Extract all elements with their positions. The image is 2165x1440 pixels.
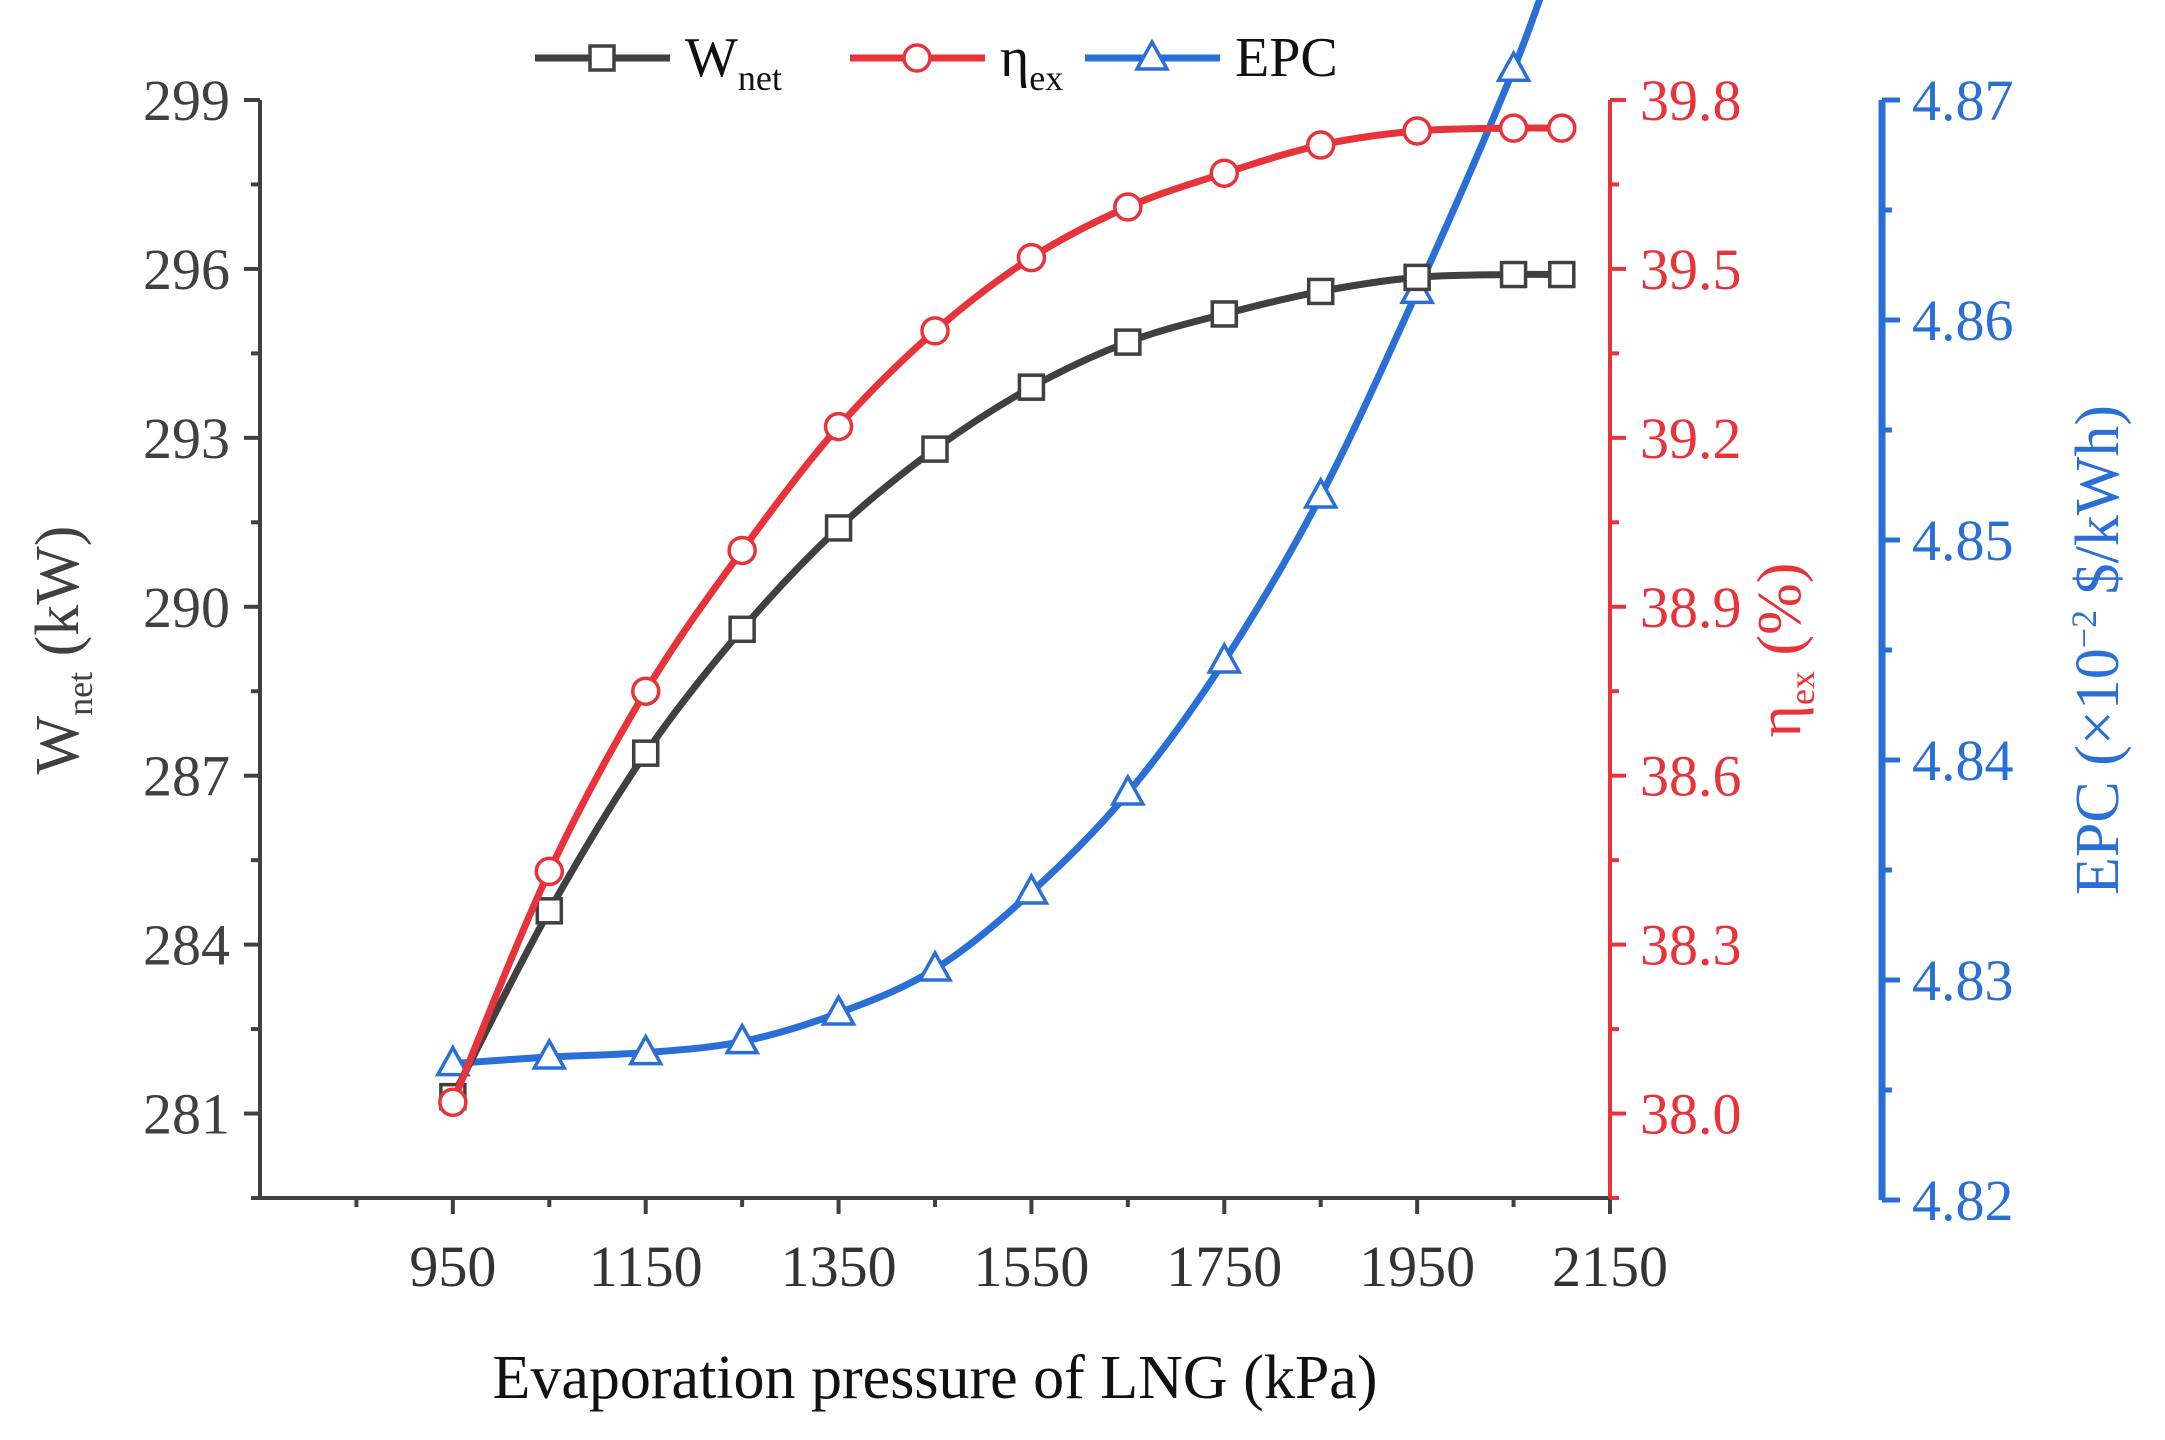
data-point — [438, 1087, 468, 1118]
data-point — [1498, 113, 1529, 143]
legend-item: EPC — [1085, 27, 1338, 89]
x-tick-label: 1750 — [1166, 1234, 1282, 1299]
left-tick-label: 296 — [143, 237, 230, 302]
data-point — [1402, 116, 1432, 146]
data-point — [1403, 263, 1431, 292]
data-point — [534, 856, 565, 887]
data-point — [724, 1021, 761, 1055]
data-point — [727, 535, 757, 566]
series-layer — [434, 0, 1577, 1118]
legend-marker — [902, 43, 932, 73]
data-point — [1306, 277, 1335, 306]
left-axis-title: Wnet (kW) — [24, 526, 100, 775]
data-point — [728, 615, 756, 644]
x-tick-label: 950 — [409, 1234, 496, 1299]
data-point — [1495, 49, 1532, 82]
legend-label: EPC — [1235, 27, 1338, 89]
data-point — [1499, 260, 1528, 289]
legend-marker — [588, 44, 616, 72]
right-tick-label: 39.2 — [1640, 406, 1742, 471]
data-point — [921, 435, 949, 463]
epc-axis-title: EPC (×10−2 $/kWh) — [2064, 405, 2132, 895]
right-tick-label: 38.3 — [1640, 913, 1742, 978]
left-tick-label: 287 — [143, 744, 230, 809]
series-w — [439, 260, 1576, 1111]
x-axis-title: Evaporation pressure of LNG (kPa) — [493, 1344, 1378, 1412]
right-tick-label: 39.5 — [1640, 237, 1742, 302]
data-point — [1113, 192, 1143, 222]
data-point — [1114, 328, 1142, 356]
epc-tick-label: 4.86 — [1912, 288, 2014, 353]
right-tick-label: 38.0 — [1640, 1082, 1742, 1147]
epc-tick-label: 4.85 — [1912, 508, 2014, 573]
series-line — [449, 270, 1562, 1099]
data-point — [630, 676, 661, 706]
x-tick-label: 1350 — [781, 1234, 897, 1299]
legend-label: Wnet — [685, 27, 782, 98]
legend-label: ηex — [1000, 27, 1063, 98]
data-point — [1016, 242, 1047, 273]
data-point — [434, 1043, 471, 1077]
left-tick-label: 281 — [143, 1082, 230, 1147]
series-line — [449, 124, 1562, 1104]
data-point — [535, 897, 564, 925]
data-point — [824, 514, 853, 542]
data-point — [920, 316, 950, 346]
data-point — [1109, 773, 1146, 806]
data-point — [917, 949, 953, 982]
legend-item: ηex — [850, 27, 1063, 98]
data-point — [1013, 872, 1050, 905]
data-point — [1305, 130, 1336, 160]
x-tick-label: 1550 — [973, 1234, 1089, 1299]
left-tick-label: 290 — [143, 575, 230, 640]
series-epc — [434, 0, 1544, 1077]
data-point — [627, 1032, 664, 1066]
right-tick-label: 38.9 — [1640, 575, 1742, 640]
epc-tick-label: 4.83 — [1912, 948, 2014, 1013]
epc-tick-label: 4.84 — [1912, 728, 2014, 793]
legend: Wnet ηex EPC — [535, 27, 1338, 98]
data-point — [1210, 300, 1239, 328]
left-tick-label: 284 — [143, 913, 230, 978]
series-η — [438, 113, 1577, 1118]
left-tick-label: 299 — [143, 68, 230, 133]
data-point — [1547, 113, 1577, 143]
left-tick-label: 293 — [143, 406, 230, 471]
epc-tick-label: 4.82 — [1912, 1168, 2014, 1233]
data-point — [1548, 260, 1576, 289]
x-tick-label: 2150 — [1552, 1234, 1668, 1299]
data-point — [1302, 476, 1339, 509]
data-point — [1209, 158, 1240, 188]
series-line — [452, 0, 1544, 1068]
data-point — [1206, 641, 1243, 674]
data-point — [823, 411, 854, 442]
data-point — [820, 993, 857, 1026]
right-tick-label: 38.6 — [1640, 744, 1742, 809]
x-tick-label: 1950 — [1359, 1234, 1475, 1299]
right-axis-title: ηex (%) — [1746, 563, 1822, 738]
epc-tick-label: 4.87 — [1912, 68, 2014, 133]
legend-item: Wnet — [535, 27, 782, 98]
x-tick-label: 1150 — [589, 1234, 703, 1299]
data-point — [531, 1037, 568, 1070]
data-point — [1017, 373, 1046, 401]
right-tick-label: 39.8 — [1640, 68, 1742, 133]
data-point — [631, 739, 660, 767]
legend-marker — [1134, 38, 1170, 71]
axis-titles: Evaporation pressure of LNG (kPa) Wnet (k… — [24, 405, 2132, 1412]
axes: 950 1150 1350 1550 1750 1950 2150 281 284 287 290 2… — [143, 68, 2014, 1299]
